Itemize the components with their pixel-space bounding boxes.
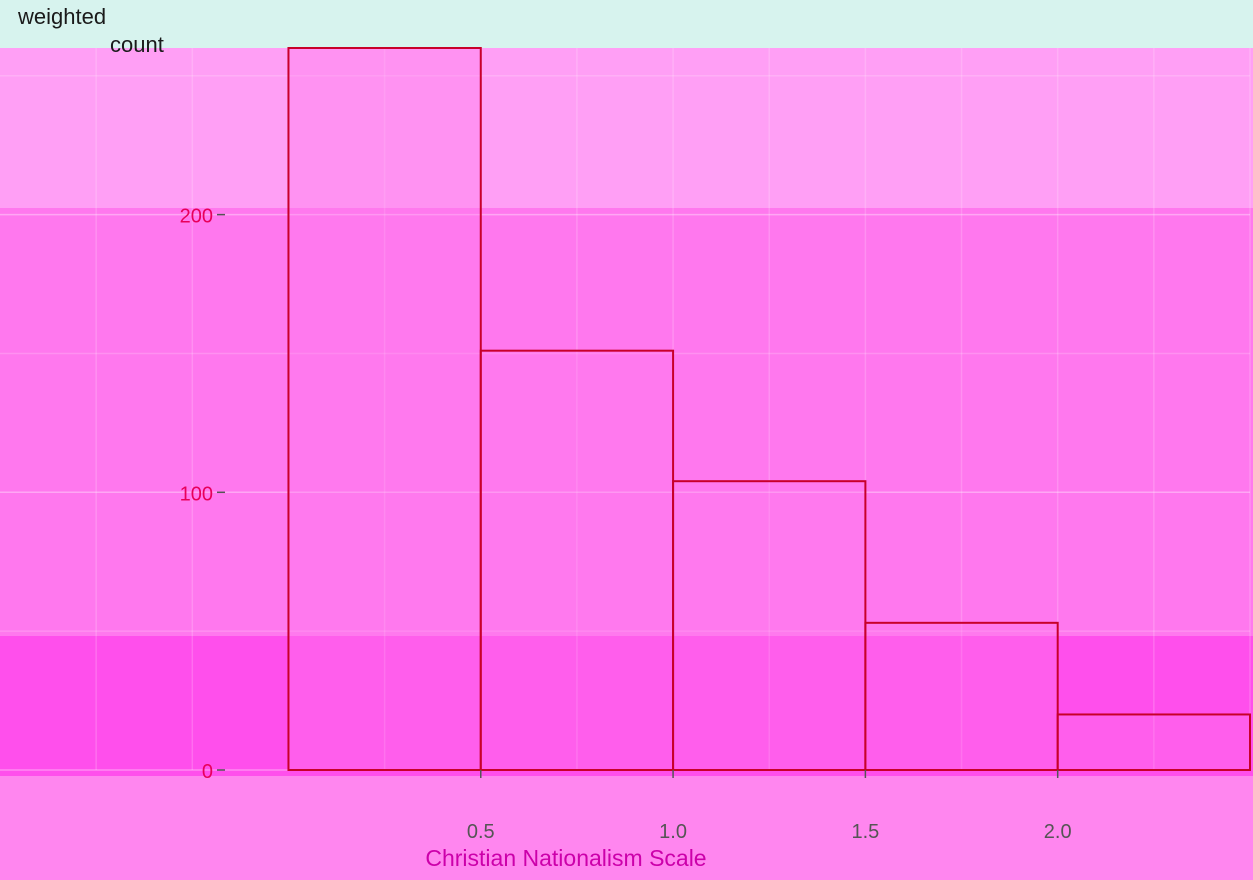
x-tick-label: 1.0 bbox=[659, 821, 687, 843]
histogram-bar bbox=[672, 480, 867, 771]
x-axis-ticks: 0.5 1.0 1.5 2.0 bbox=[467, 770, 1072, 843]
histogram-bar bbox=[864, 621, 1059, 771]
y-tick-label: 200 bbox=[180, 206, 213, 228]
histogram-bars bbox=[287, 47, 1251, 772]
background-band-lower bbox=[0, 636, 1253, 776]
histogram-bar bbox=[479, 349, 675, 771]
background-band-top bbox=[0, 0, 1253, 48]
y-axis-title-line-2: count bbox=[110, 32, 164, 57]
y-axis-ticks: 0 100 200 bbox=[180, 206, 225, 783]
background-band-upper bbox=[0, 48, 1253, 208]
y-axis-title-line-1: weighted bbox=[18, 4, 107, 29]
x-tick-label: 0.5 bbox=[467, 821, 495, 843]
background-band-middle bbox=[0, 208, 1253, 636]
background-band-bottom bbox=[0, 776, 1253, 880]
y-tick-label: 0 bbox=[202, 761, 213, 783]
x-axis-title: Christian Nationalism Scale bbox=[425, 845, 706, 871]
x-tick-label: 2.0 bbox=[1044, 821, 1072, 843]
x-tick-label: 1.5 bbox=[851, 821, 879, 843]
histogram-bar bbox=[287, 47, 482, 771]
histogram-bar bbox=[1056, 713, 1251, 772]
y-tick-label: 100 bbox=[180, 483, 213, 505]
